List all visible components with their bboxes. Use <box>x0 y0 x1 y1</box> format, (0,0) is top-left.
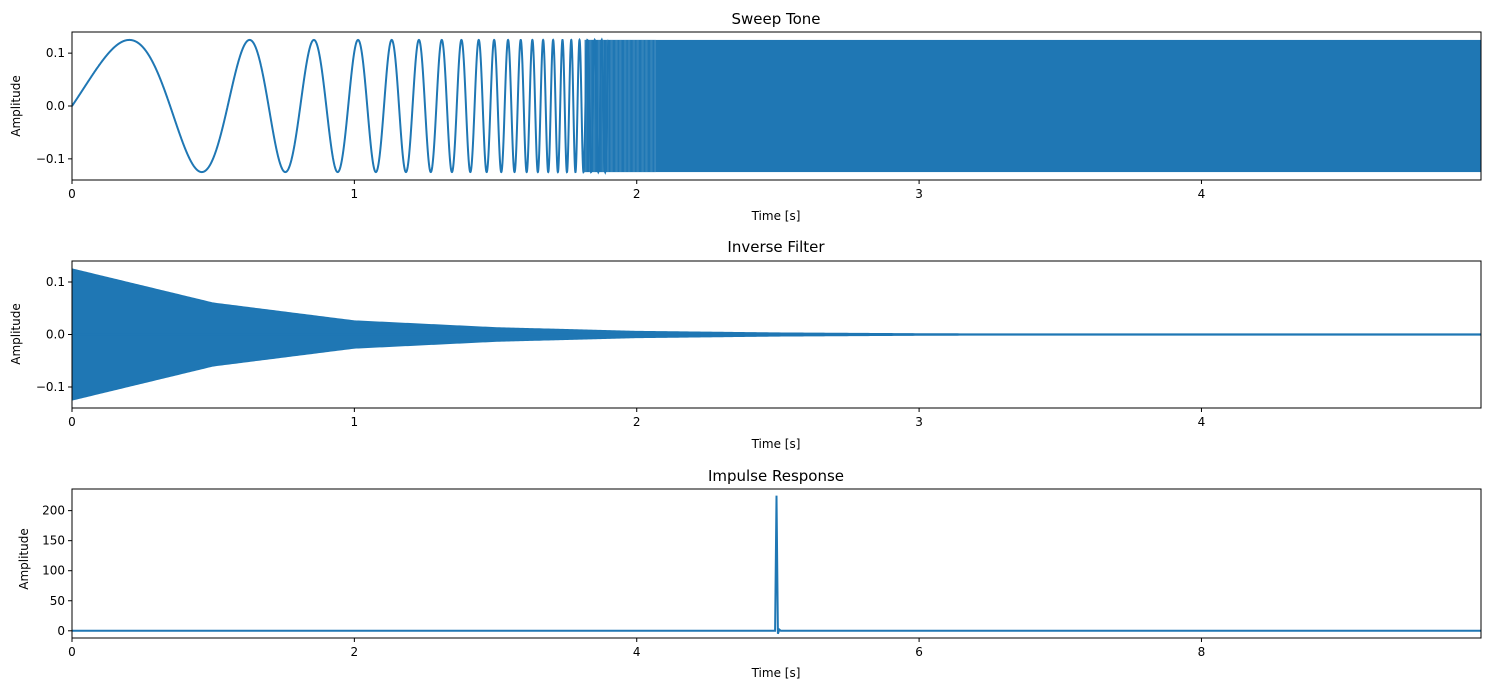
chart-title: Sweep Tone <box>731 10 820 28</box>
inverse-filter-subplot: Inverse Filter 0 1 2 3 40.10.0−0.1 Time [s] … <box>9 238 1482 451</box>
y-tick-label: −0.1 <box>36 152 65 166</box>
x-tick-label: 1 <box>351 415 359 429</box>
x-tick-label: 2 <box>633 415 641 429</box>
y-axis-label: Amplitude <box>9 75 23 137</box>
x-tick-label: 4 <box>1198 187 1206 201</box>
chart-title: Impulse Response <box>708 467 844 485</box>
x-tick-label: 0 <box>68 187 76 201</box>
impulse-response-subplot: Impulse Response 0 2 4 6 8 200 150 100 50 0 Time … <box>17 467 1482 680</box>
x-axis-label: Time [s] <box>751 666 801 680</box>
x-tick-label: 0 <box>68 645 76 659</box>
y-tick-label: 200 <box>42 504 65 518</box>
y-axis-label: Amplitude <box>17 528 31 590</box>
y-tick-label: 0 <box>57 624 65 638</box>
y-tick-label: 50 <box>50 594 65 608</box>
x-axis-label: Time [s] <box>751 437 801 451</box>
x-tick-label: 3 <box>915 415 923 429</box>
x-axis-label: Time [s] <box>751 209 801 223</box>
x-tick-label: 8 <box>1198 645 1206 659</box>
sweep-series-line <box>72 37 610 175</box>
plot-area: 0 1 2 3 4 0.1 0.0 −0.1 <box>36 260 1482 429</box>
y-axis-label: Amplitude <box>9 303 23 365</box>
y-tick-label: 0.0 <box>46 99 65 113</box>
chart-title: Inverse Filter <box>727 238 825 256</box>
axes-frame <box>71 31 1482 181</box>
axes-frame <box>71 260 1482 409</box>
y-tick-label: −0.1 <box>36 380 65 394</box>
x-tick-label: 0 <box>68 415 76 429</box>
x-tick-label: 1 <box>351 187 359 201</box>
sweep-tone-subplot: Sweep Tone 0 1 2 3 4 0.1 0.0 −0.1 Time [s] Ampl… <box>9 10 1482 223</box>
y-tick-label: 0.1 <box>46 46 65 60</box>
impulse-series-line <box>72 495 1481 635</box>
y-tick-label: 0.0 <box>46 328 65 342</box>
y-tick-label: 150 <box>42 534 65 548</box>
x-tick-label: 2 <box>351 645 359 659</box>
plot-area: 0 2 4 6 8 200 150 100 50 0 <box>42 488 1482 659</box>
y-tick-label: 100 <box>42 564 65 578</box>
sweep-dense-band <box>655 39 1481 173</box>
plot-area: 0 1 2 3 4 0.1 0.0 −0.1 <box>36 31 1482 201</box>
x-tick-label: 4 <box>1198 415 1206 429</box>
x-tick-label: 4 <box>633 645 641 659</box>
y-tick-label: 0.1 <box>46 275 65 289</box>
x-tick-label: 3 <box>915 187 923 201</box>
x-tick-label: 6 <box>915 645 923 659</box>
x-tick-label: 2 <box>633 187 641 201</box>
axes-frame <box>71 488 1482 639</box>
